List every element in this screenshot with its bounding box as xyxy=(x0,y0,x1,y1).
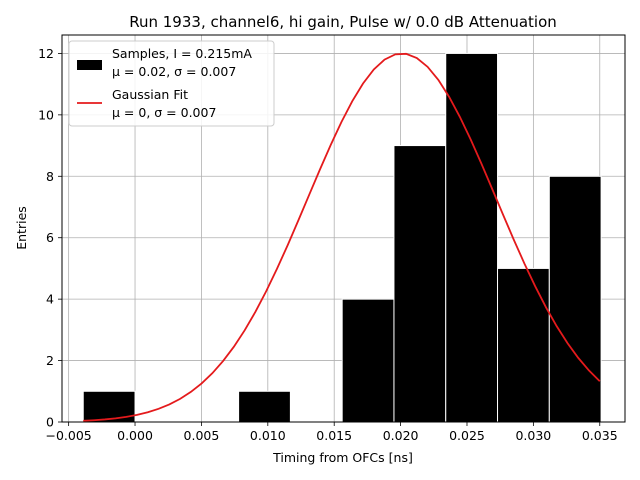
y-tick-label: 6 xyxy=(46,230,54,245)
gaussian-fit-line xyxy=(83,52,601,422)
x-tick-label: 0.035 xyxy=(582,428,618,443)
histogram-bar xyxy=(445,52,499,423)
legend-samples-label: Samples, I = 0.215mA xyxy=(112,46,252,61)
histogram-bar xyxy=(238,390,291,423)
legend-box xyxy=(68,40,275,127)
histogram-bar xyxy=(393,145,447,423)
histogram-bar xyxy=(548,175,602,423)
x-tick-label: 0.010 xyxy=(250,428,286,443)
histogram-bars xyxy=(82,52,602,423)
y-axis-ticks: 0 2 4 6 8 10 12 xyxy=(38,46,62,430)
legend-fit-stats: μ = 0, σ = 0.007 xyxy=(112,105,216,120)
y-tick-label: 0 xyxy=(46,415,54,430)
y-tick-label: 4 xyxy=(46,292,54,307)
y-axis-label: Entries xyxy=(14,206,29,250)
x-axis-ticks: −0.005 0.000 0.005 0.010 0.015 0.020 0.025 0.03… xyxy=(46,422,618,443)
x-tick-label: 0.025 xyxy=(449,428,485,443)
x-tick-label: 0.015 xyxy=(316,428,352,443)
plot-frame xyxy=(61,34,626,423)
x-tick-label: 0.005 xyxy=(184,428,220,443)
histogram-bar xyxy=(497,267,550,423)
x-tick-label: 0.030 xyxy=(515,428,551,443)
x-axis-label: Timing from OFCs [ns] xyxy=(272,450,413,465)
y-tick-label: 12 xyxy=(38,46,54,61)
y-tick-label: 10 xyxy=(38,107,54,122)
legend-fit-label: Gaussian Fit xyxy=(112,87,188,102)
legend-samples-swatch xyxy=(77,60,102,70)
histogram-bar xyxy=(341,298,395,423)
chart-title: Run 1933, channel6, hi gain, Pulse w/ 0.… xyxy=(129,13,557,31)
legend: Samples, I = 0.215mA μ = 0.02, σ = 0.007… xyxy=(68,40,275,127)
legend-samples-stats: μ = 0.02, σ = 0.007 xyxy=(112,64,236,79)
y-tick-label: 8 xyxy=(46,169,54,184)
y-tick-label: 2 xyxy=(46,353,54,368)
x-tick-label: 0.020 xyxy=(383,428,419,443)
gaussian-fit xyxy=(83,52,601,422)
x-tick-label: −0.005 xyxy=(46,428,92,443)
x-tick-label: 0.000 xyxy=(117,428,153,443)
